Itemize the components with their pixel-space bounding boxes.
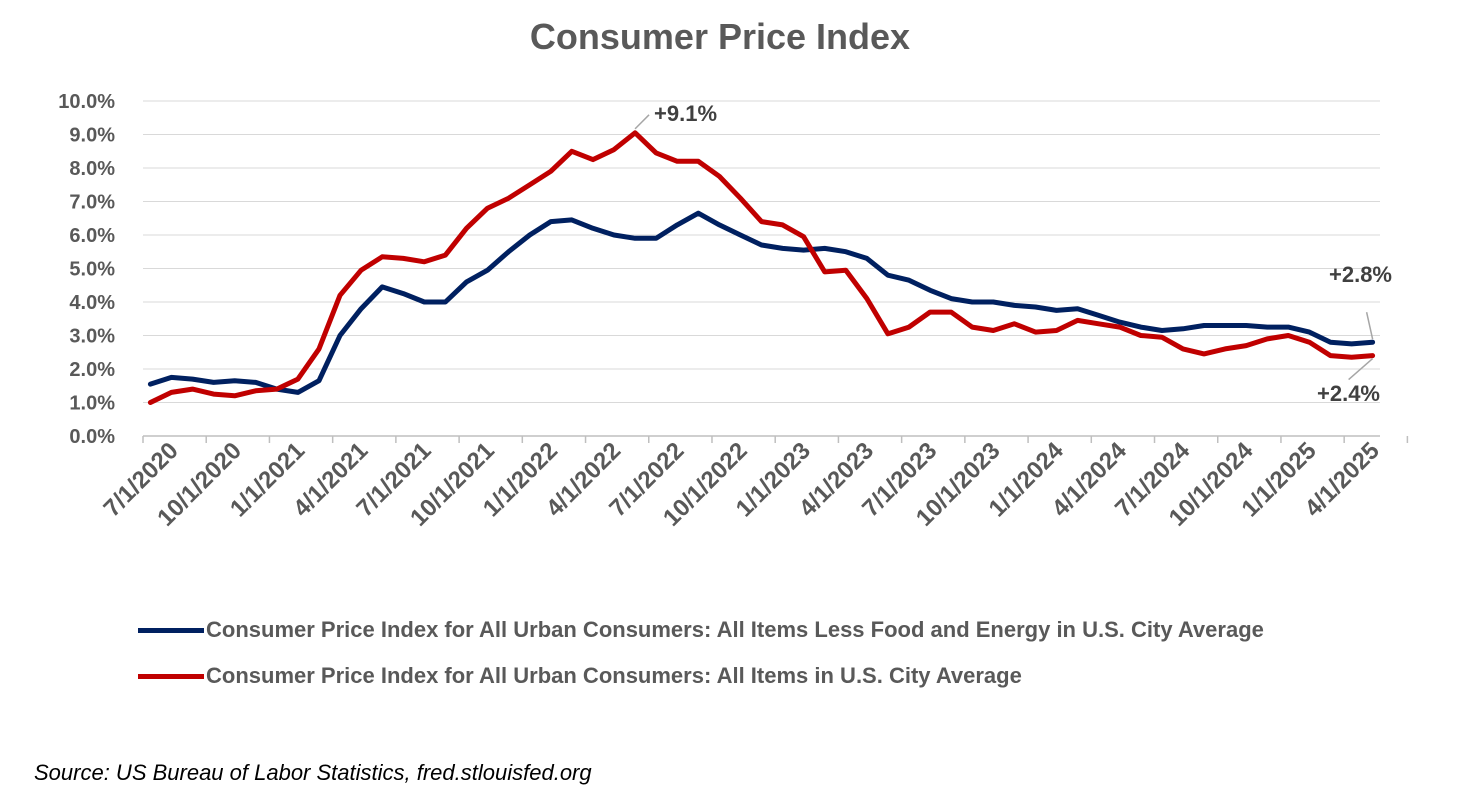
legend-label-core-cpi: Consumer Price Index for All Urban Consu… — [206, 617, 1264, 642]
legend-item-all-items-cpi[interactable]: Consumer Price Index for All Urban Consu… — [138, 653, 1264, 699]
annotation-peak-label: +9.1% — [654, 101, 717, 126]
legend-swatch-core-cpi — [138, 627, 204, 633]
legend-item-core-cpi[interactable]: Consumer Price Index for All Urban Consu… — [138, 607, 1264, 653]
y-tick-label: 7.0% — [69, 192, 115, 214]
y-tick-label: 5.0% — [69, 259, 115, 281]
series-lines — [147, 130, 1376, 405]
annotations: +9.1% +2.8% +2.4% — [634, 101, 1392, 406]
legend-swatch-all-items-cpi — [138, 673, 204, 679]
end-label-core-cpi: +2.8% — [1329, 262, 1392, 287]
chart-title: Consumer Price Index — [529, 16, 911, 57]
end-label-leader-all-items — [1348, 358, 1374, 381]
series-line-core-cpi — [147, 210, 1376, 395]
series-line-all-items-cpi — [147, 130, 1376, 405]
legend-label-all-items-cpi: Consumer Price Index for All Urban Consu… — [206, 663, 1022, 688]
y-tick-label: 8.0% — [69, 158, 115, 180]
end-label-leader-core — [1365, 312, 1374, 340]
x-axis — [142, 435, 1409, 443]
source-note: Source: US Bureau of Labor Statistics, f… — [34, 760, 592, 785]
y-tick-label: 1.0% — [69, 393, 115, 415]
y-tick-label: 2.0% — [69, 359, 115, 381]
y-tick-label: 3.0% — [69, 326, 115, 348]
y-tick-label: 4.0% — [69, 292, 115, 314]
annotation-leader — [634, 114, 650, 130]
x-axis-ticks: 7/1/202010/1/20201/1/20214/1/20217/1/202… — [99, 437, 1385, 532]
legend: Consumer Price Index for All Urban Consu… — [138, 607, 1264, 699]
y-tick-label: 10.0% — [58, 91, 115, 113]
y-axis-ticks: 0.0% 1.0% 2.0% 3.0% 4.0% 5.0% 6.0% 7.0% 8.0% 9.0%… — [58, 91, 115, 448]
gridlines — [143, 100, 1380, 403]
y-tick-label: 6.0% — [69, 225, 115, 247]
y-tick-label: 9.0% — [69, 125, 115, 147]
y-tick-label: 0.0% — [69, 426, 115, 448]
end-label-all-items-cpi: +2.4% — [1317, 381, 1380, 406]
